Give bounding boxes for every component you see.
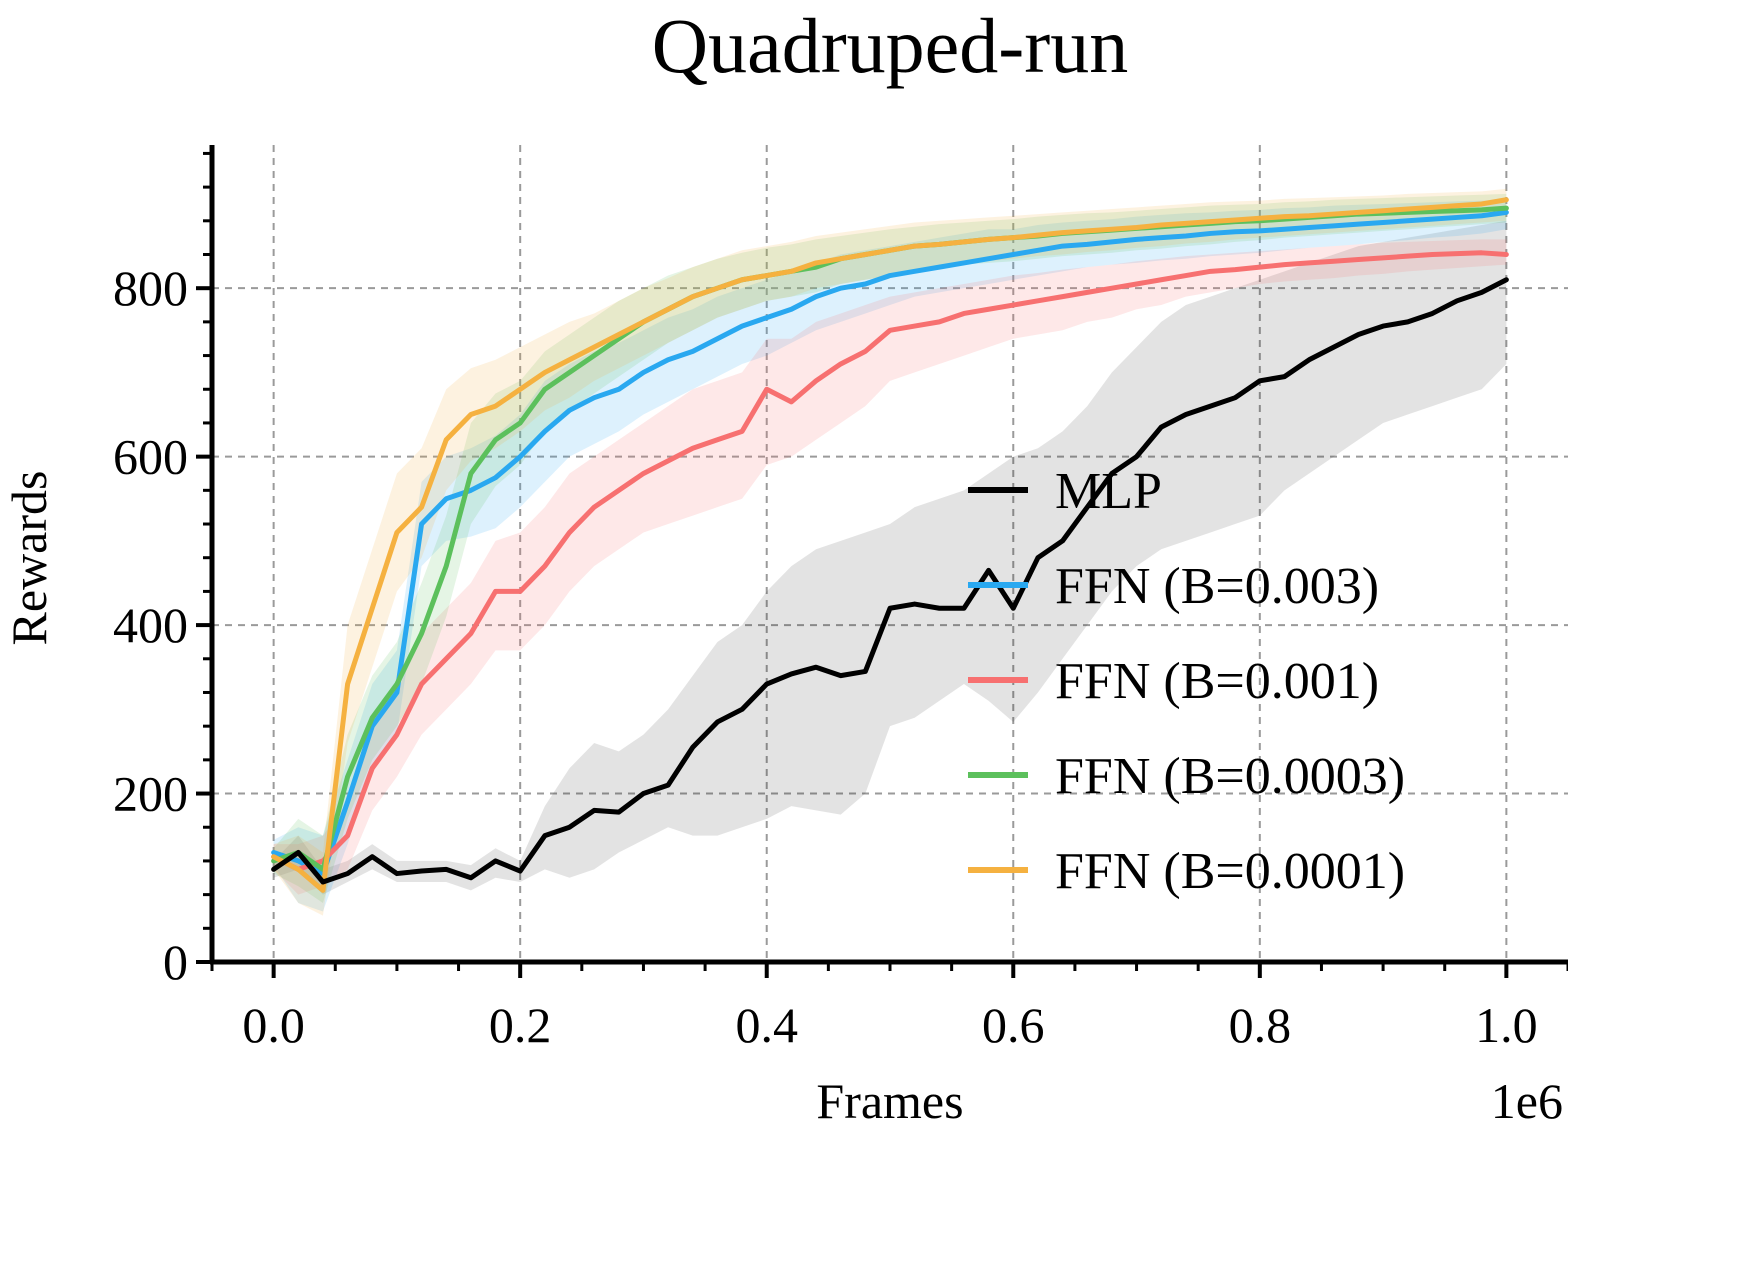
band-series-2 [273, 239, 1507, 895]
y-axis-label: Rewards [1, 471, 57, 646]
legend-item-2: FFN (B=0.001) [968, 653, 1379, 710]
legend-label-4: FFN (B=0.0001) [1055, 843, 1405, 900]
band-series-3 [273, 193, 1507, 904]
chart-title: Quadruped-run [652, 2, 1129, 89]
x-tick-label-5: 1.0 [1475, 997, 1538, 1053]
x-tick-label-1: 0.2 [489, 997, 552, 1053]
line-series-2 [271, 250, 1509, 872]
x-tick-label-3: 0.6 [982, 997, 1045, 1053]
tick-labels: 0.0 0.2 0.4 0.6 0.8 1.0 0 200 400 600 800 [113, 260, 1538, 1053]
x-tick-label-0: 0.0 [242, 997, 305, 1053]
legend-item-3: FFN (B=0.0003) [968, 748, 1405, 805]
tick-marks [196, 151, 1568, 978]
legend-label-3: FFN (B=0.0003) [1055, 748, 1405, 805]
confidence-bands [273, 188, 1507, 916]
legend-item-1: FFN (B=0.003) [968, 558, 1379, 615]
legend-item-4: FFN (B=0.0001) [968, 843, 1405, 900]
legend-label-2: FFN (B=0.001) [1055, 653, 1379, 710]
line-series-0 [271, 277, 1509, 885]
band-series-1 [273, 199, 1507, 912]
x-tick-label-2: 0.4 [735, 997, 798, 1053]
y-tick-label-1: 200 [113, 766, 188, 822]
chart: Quadruped-run 0.0 0.2 0.4 0.6 0.8 1.0 0 200 400 6… [1, 2, 1568, 1125]
line-series-1 [271, 209, 1509, 877]
legend-label-1: FFN (B=0.003) [1055, 558, 1379, 615]
series-lines [271, 197, 1509, 893]
line-series-4 [271, 197, 1509, 893]
x-axis-label: Frames [816, 1073, 963, 1125]
x-tick-label-4: 0.8 [1229, 997, 1292, 1053]
band-series-0 [273, 220, 1507, 895]
y-tick-label-3: 600 [113, 429, 188, 485]
y-tick-label-0: 0 [163, 934, 188, 990]
y-tick-label-2: 400 [113, 597, 188, 653]
legend: MLP FFN (B=0.003) FFN (B=0.001) FFN (B=0.00… [968, 463, 1405, 900]
y-tick-label-4: 800 [113, 260, 188, 316]
legend-item-0: MLP [968, 463, 1162, 520]
legend-label-0: MLP [1055, 463, 1162, 520]
band-series-4 [273, 188, 1507, 916]
x-axis-scale-label: 1e6 [1491, 1073, 1563, 1125]
